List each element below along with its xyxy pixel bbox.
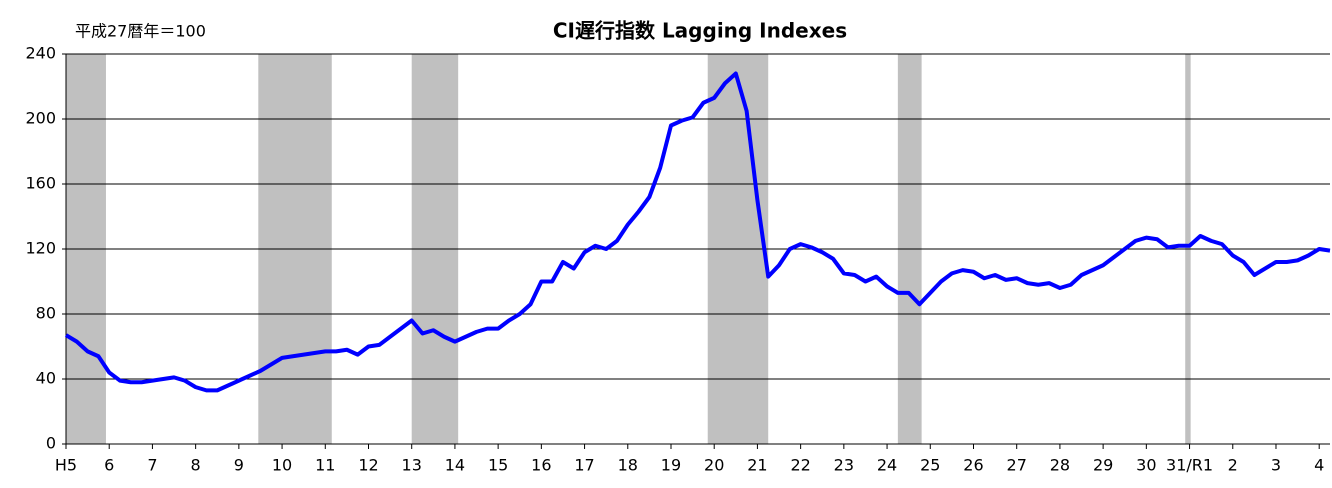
x-tick-label: 12 — [358, 456, 378, 475]
x-tick-label: 17 — [574, 456, 594, 475]
x-tick-label: 20 — [704, 456, 724, 475]
x-tick-label: 2 — [1228, 456, 1238, 475]
x-tick-label: 14 — [445, 456, 465, 475]
chart-title: CI遅行指数 Lagging Indexes — [553, 19, 847, 43]
x-tick-label: 22 — [790, 456, 810, 475]
x-tick-label: 6 — [104, 456, 114, 475]
x-tick-label: 28 — [1050, 456, 1070, 475]
x-tick-label: 10 — [272, 456, 292, 475]
x-tick-label: 18 — [618, 456, 638, 475]
y-tick-label: 240 — [25, 44, 56, 63]
x-tick-label: 7 — [147, 456, 157, 475]
y-tick-label: 200 — [25, 109, 56, 128]
x-tick-label: 25 — [920, 456, 940, 475]
x-tick-label: H5 — [55, 456, 77, 475]
y-tick-label: 160 — [25, 174, 56, 193]
y-tick-label: 40 — [36, 369, 56, 388]
y-tick-label: 120 — [25, 239, 56, 258]
x-tick-label: 19 — [661, 456, 681, 475]
x-tick-label: 15 — [488, 456, 508, 475]
x-tick-label: 3 — [1271, 456, 1281, 475]
x-tick-label: 8 — [191, 456, 201, 475]
x-tick-label: 21 — [747, 456, 767, 475]
data-line — [64, 71, 1331, 393]
x-tick-label: 26 — [963, 456, 983, 475]
y-tick-label: 0 — [46, 434, 56, 453]
x-tick-label: 29 — [1093, 456, 1113, 475]
x-tick-label: 23 — [834, 456, 854, 475]
x-tick-label: 16 — [531, 456, 551, 475]
x-tick-label: 11 — [315, 456, 335, 475]
x-tick-label: 31/R1 — [1166, 456, 1213, 475]
x-tick-label: 4 — [1314, 456, 1324, 475]
x-tick-label: 30 — [1136, 456, 1156, 475]
x-tick-label: 27 — [1007, 456, 1027, 475]
y-tick-label: 80 — [36, 304, 56, 323]
chart-subtitle: 平成27暦年＝100 — [75, 22, 206, 41]
x-tick-label: 13 — [402, 456, 422, 475]
x-tick-label: 24 — [877, 456, 897, 475]
x-tick-label: 9 — [234, 456, 244, 475]
